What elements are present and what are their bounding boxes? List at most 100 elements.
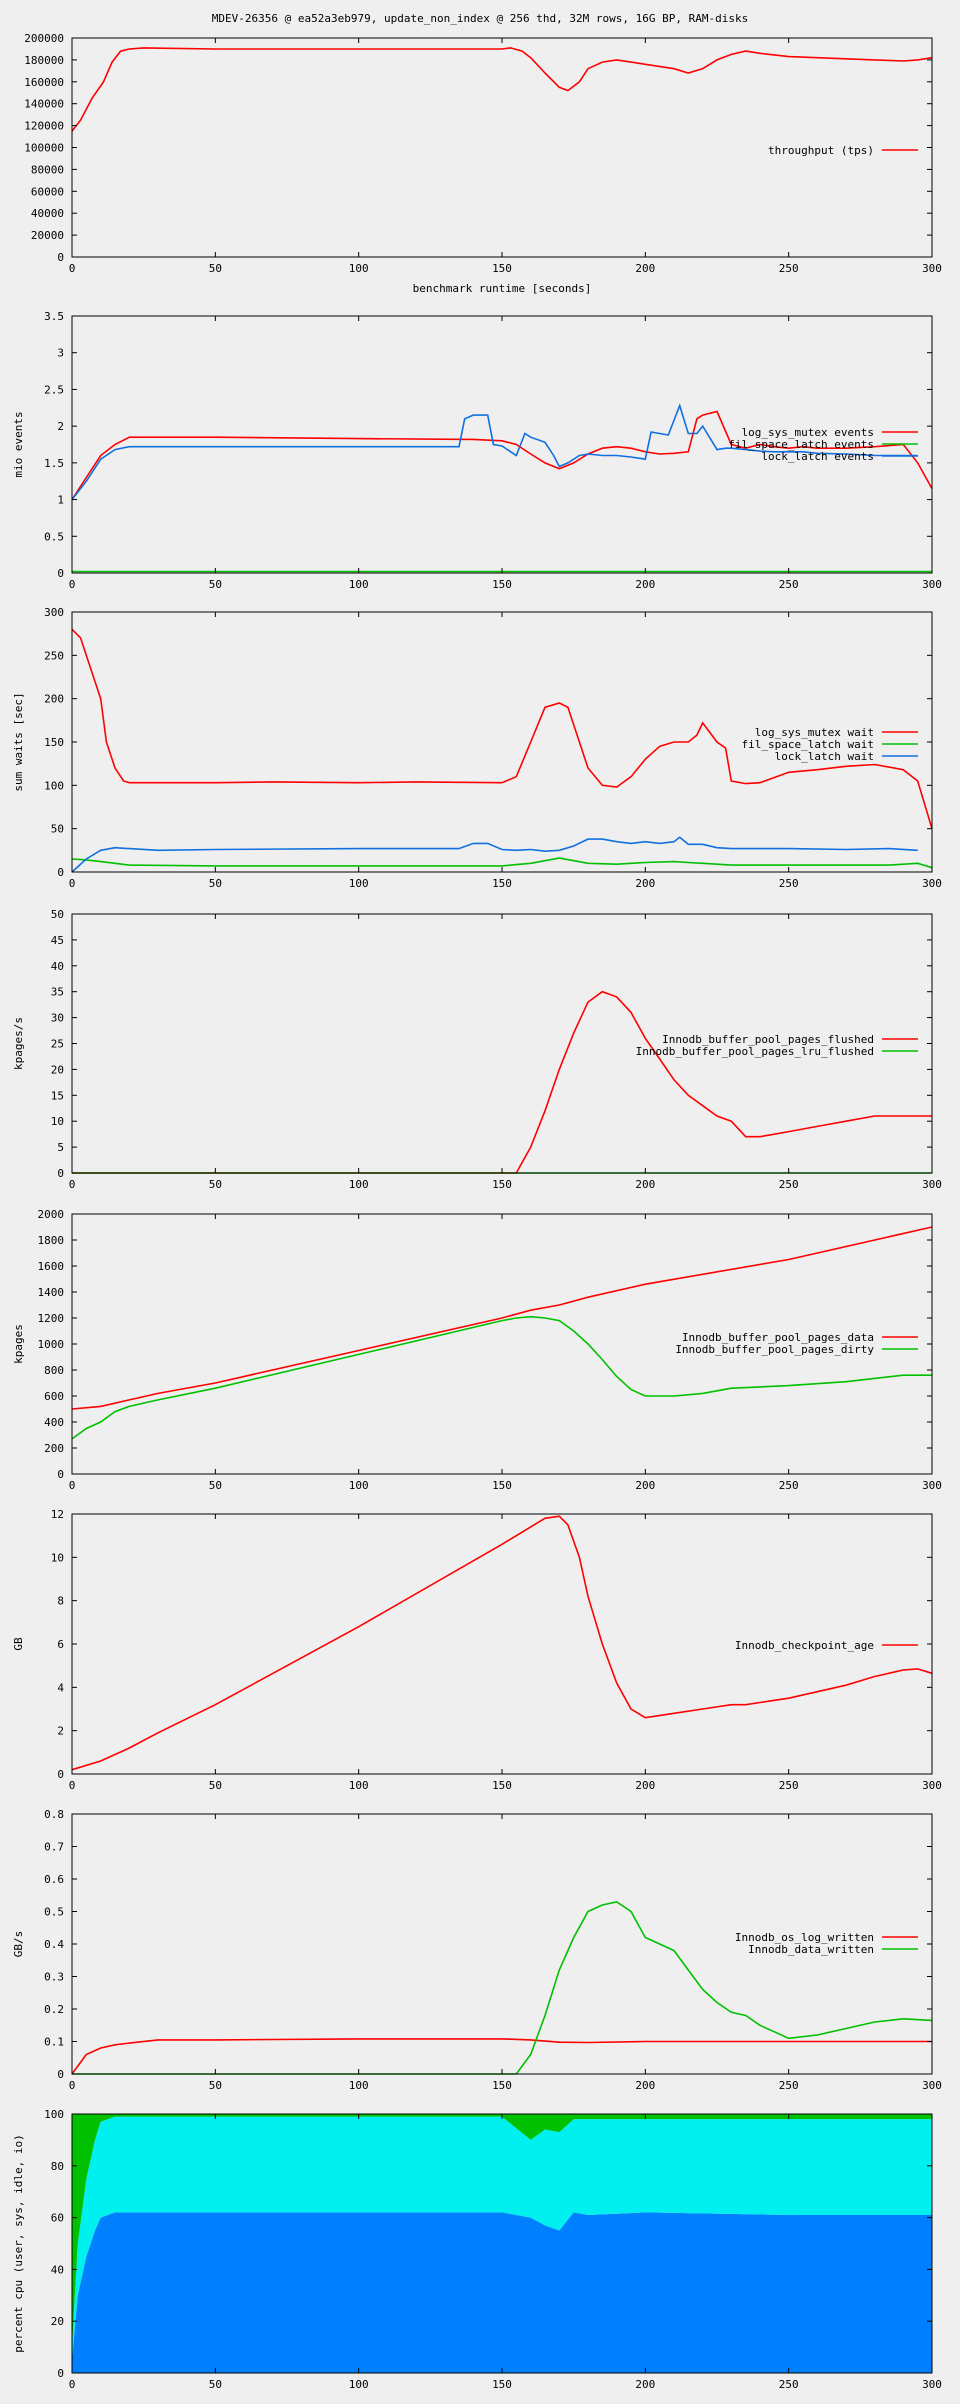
- x-tick-label: 200: [635, 1779, 655, 1792]
- x-tick-label: 0: [69, 2079, 76, 2092]
- x-tick-label: 300: [922, 1779, 942, 1792]
- x-tick-label: 0: [69, 1479, 76, 1492]
- y-tick-label: 45: [51, 934, 64, 947]
- y-tick-label: 0: [57, 251, 64, 264]
- x-tick-label: 250: [779, 877, 799, 890]
- x-tick-label: 300: [922, 578, 942, 591]
- y-tick-label: 0.5: [44, 1906, 64, 1919]
- y-tick-label: 1800: [38, 1234, 65, 1247]
- x-tick-label: 200: [635, 1178, 655, 1191]
- y-tick-label: 400: [44, 1416, 64, 1429]
- y-tick-label: 1600: [38, 1260, 65, 1273]
- y-tick-label: 2000: [38, 1208, 65, 1221]
- legend-label: Innodb_os_log_written: [735, 1931, 874, 1944]
- x-tick-label: 50: [209, 2079, 222, 2092]
- y-tick-label: 150: [44, 736, 64, 749]
- y-tick-label: 0.8: [44, 1808, 64, 1821]
- x-tick-label: 200: [635, 578, 655, 591]
- x-tick-label: 150: [492, 877, 512, 890]
- x-tick-label: 200: [635, 262, 655, 275]
- x-tick-label: 300: [922, 262, 942, 275]
- y-tick-label: 60: [51, 2212, 64, 2225]
- y-axis-label: mio events: [12, 411, 25, 477]
- y-tick-label: 200: [44, 1442, 64, 1455]
- series-line-1: [71, 47, 933, 132]
- x-tick-label: 0: [69, 877, 76, 890]
- series-line-3: [71, 403, 918, 501]
- x-tick-label: 250: [779, 262, 799, 275]
- y-tick-label: 0: [57, 1768, 64, 1781]
- x-tick-label: 50: [209, 877, 222, 890]
- y-tick-label: 100000: [24, 142, 64, 155]
- y-tick-label: 0.4: [44, 1938, 64, 1951]
- x-tick-label: 250: [779, 578, 799, 591]
- series-line-2: [72, 1900, 933, 2075]
- y-tick-label: 6: [57, 1638, 64, 1651]
- chart-panel-8: 0 50 100 150 200 250 300 0 20 40 60 80 100 percent cp…: [12, 2108, 942, 2391]
- x-tick-label: 200: [635, 2378, 655, 2391]
- area-sys: [72, 2116, 932, 2361]
- y-tick-label: 120000: [24, 120, 64, 133]
- y-axis-label: percent cpu (user, sys, idle, io): [12, 2134, 25, 2353]
- y-tick-label: 10: [51, 1551, 64, 1564]
- chart-panel-5: 0 50 100 150 200 250 300 0 200 400 600 800 1000 1200 1…: [12, 1208, 942, 1492]
- y-tick-label: 180000: [24, 54, 64, 67]
- x-tick-label: 100: [349, 1178, 369, 1191]
- y-tick-label: 8: [57, 1595, 64, 1608]
- y-tick-label: 30: [51, 1012, 64, 1025]
- x-tick-label: 300: [922, 2079, 942, 2092]
- legend-label: Innodb_buffer_pool_pages_data: [682, 1331, 874, 1344]
- y-tick-label: 1400: [38, 1286, 65, 1299]
- y-tick-label: 0: [57, 2068, 64, 2081]
- x-tick-label: 150: [492, 1479, 512, 1492]
- y-tick-label: 0.7: [44, 1841, 64, 1854]
- y-tick-label: 0.5: [44, 530, 64, 543]
- series-line-1: [71, 628, 933, 829]
- y-tick-label: 50: [51, 908, 64, 921]
- y-tick-label: 1000: [38, 1338, 65, 1351]
- series-line-1: [71, 2038, 932, 2075]
- y-tick-label: 50: [51, 823, 64, 836]
- y-tick-label: 60000: [31, 185, 64, 198]
- y-tick-label: 20: [51, 1063, 64, 1076]
- y-tick-label: 2.5: [44, 383, 64, 396]
- y-tick-label: 140000: [24, 98, 64, 111]
- x-tick-label: 150: [492, 262, 512, 275]
- series-line-2: [71, 857, 933, 869]
- y-tick-label: 80: [51, 2160, 64, 2173]
- y-tick-label: 200000: [24, 32, 64, 45]
- legend-label: Innodb_buffer_pool_pages_flushed: [662, 1033, 874, 1046]
- x-tick-label: 50: [209, 262, 222, 275]
- x-tick-label: 100: [349, 1479, 369, 1492]
- y-tick-label: 20: [51, 2315, 64, 2328]
- y-tick-label: 10: [51, 1115, 64, 1128]
- y-tick-label: 2: [57, 1725, 64, 1738]
- legend-label: lock_latch wait: [775, 750, 874, 763]
- y-tick-label: 1.5: [44, 457, 64, 470]
- y-tick-label: 40: [51, 960, 64, 973]
- y-tick-label: 100: [44, 2108, 64, 2121]
- y-tick-label: 3: [57, 347, 64, 360]
- y-tick-label: 600: [44, 1390, 64, 1403]
- x-tick-label: 250: [779, 1178, 799, 1191]
- chart-panel-2: 0 50 100 150 200 250 300 0 0.5 1 1.5 2 2.5 3 3.5 mio ev…: [12, 310, 942, 591]
- x-tick-label: 0: [69, 262, 76, 275]
- chart-panel-1: 0 50 100 150 200 250 300 0 20000 40000 60000 80000 1…: [24, 32, 942, 295]
- legend-label: log_sys_mutex wait: [755, 726, 874, 739]
- x-tick-label: 150: [492, 578, 512, 591]
- y-tick-label: 15: [51, 1089, 64, 1102]
- y-tick-label: 0: [57, 1468, 64, 1481]
- y-axis-label: GB: [12, 1637, 25, 1651]
- plot-area: [72, 38, 932, 257]
- x-tick-label: 300: [922, 1479, 942, 1492]
- y-tick-label: 3.5: [44, 310, 64, 323]
- legend-label: Innodb_data_written: [748, 1943, 874, 1956]
- series-line-1: [72, 990, 932, 1174]
- y-axis-label: sum waits [sec]: [12, 692, 25, 791]
- x-axis-label: benchmark runtime [seconds]: [413, 282, 592, 295]
- plot-area: [72, 1514, 932, 1774]
- x-tick-label: 150: [492, 1178, 512, 1191]
- legend-label: lock_latch events: [761, 450, 874, 463]
